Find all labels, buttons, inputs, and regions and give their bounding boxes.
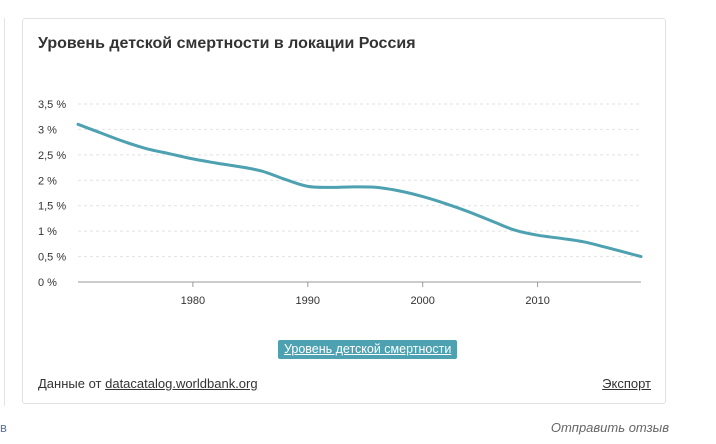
source-link[interactable]: datacatalog.worldbank.org xyxy=(105,376,258,391)
y-tick-label: 2,5 % xyxy=(38,150,66,162)
chart-card: Уровень детской смертности в локации Рос… xyxy=(22,18,666,404)
chart-title: Уровень детской смертности в локации Рос… xyxy=(38,35,416,52)
series-line xyxy=(76,122,643,259)
y-tick-label: 1,5 % xyxy=(38,201,66,213)
x-tick-label: 2010 xyxy=(525,295,549,307)
send-feedback-link[interactable]: Отправить отзыв xyxy=(550,420,669,435)
y-tick-label: 3,5 % xyxy=(38,99,66,111)
adjacent-text-fragment: в xyxy=(0,420,7,435)
y-tick-label: 0 % xyxy=(38,277,57,289)
export-link[interactable]: Экспорт xyxy=(602,376,651,391)
x-tick-label: 1990 xyxy=(296,295,320,307)
x-tick-label: 2000 xyxy=(410,295,434,307)
line-chart: 0 % 0,5 % 1 % 1,5 % 2 % 2,5 % 3 % 3,5 % 1980 1990… xyxy=(38,99,643,307)
y-tick-label: 1 % xyxy=(38,226,57,238)
source-prefix: Данные от xyxy=(38,376,102,391)
y-tick-label: 0,5 % xyxy=(38,252,66,264)
y-tick-label: 3 % xyxy=(38,124,57,136)
adjacent-card-edge xyxy=(0,18,5,406)
x-tick-label: 1980 xyxy=(181,295,205,307)
series-legend-button[interactable]: Уровень детской смертности xyxy=(278,340,458,359)
data-source: Данные от datacatalog.worldbank.org xyxy=(38,376,258,391)
y-tick-label: 2 % xyxy=(38,175,57,187)
